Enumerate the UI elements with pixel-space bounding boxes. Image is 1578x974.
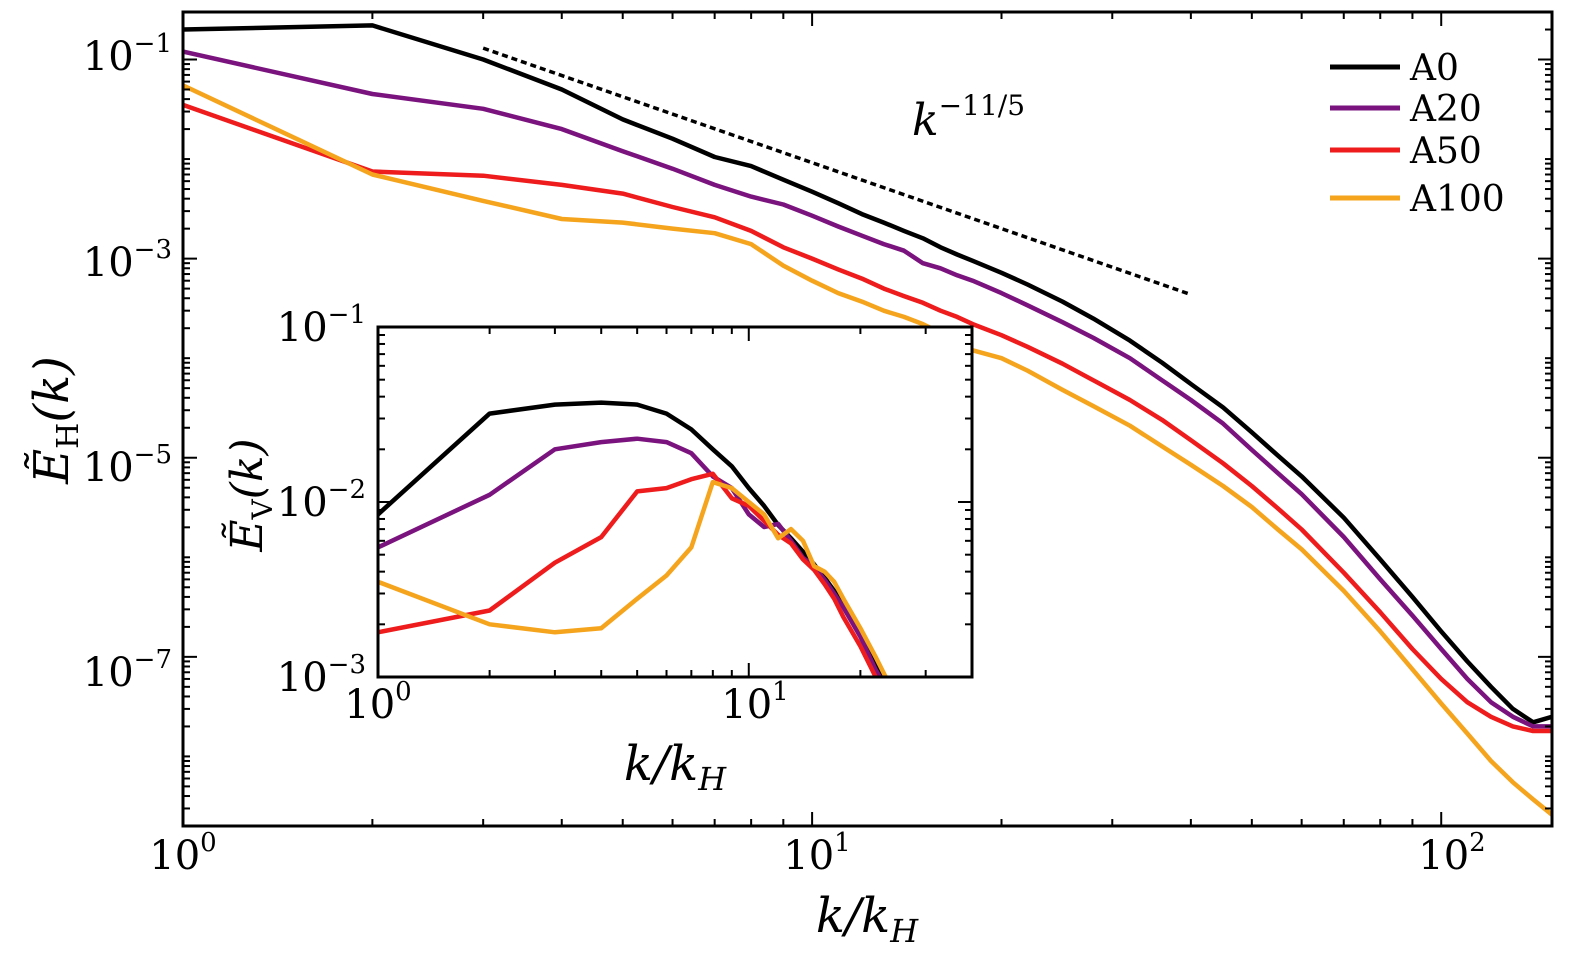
inset-ticks-group bbox=[377, 327, 973, 678]
main-ytick-label-1: 10−3 bbox=[83, 235, 172, 286]
main-series-line-a0 bbox=[183, 23, 1552, 725]
main-ytick-label-0: 10−1 bbox=[83, 29, 172, 80]
main-y-axis-title: ẼH(k) bbox=[23, 356, 86, 485]
legend-label-a20: A20 bbox=[1409, 89, 1482, 130]
inset-series-line-a50 bbox=[378, 471, 879, 677]
main-x-axis-title: k/kH bbox=[816, 888, 919, 950]
main-series-line-a20 bbox=[183, 49, 1552, 729]
inset-ytick-label-2: 10−3 bbox=[277, 650, 366, 701]
inset-ytick-label-1: 10−2 bbox=[277, 475, 366, 526]
main-xtick-label-1: 101 bbox=[783, 828, 850, 879]
legend: A0 A20 A50 A100 bbox=[1330, 48, 1505, 220]
legend-label-a100: A100 bbox=[1409, 179, 1505, 220]
main-plot-frame bbox=[181, 10, 1554, 828]
main-series-line-a100 bbox=[183, 83, 1552, 817]
inset-ytick-label-0: 10−1 bbox=[277, 300, 366, 351]
main-ytick-label-3: 10−7 bbox=[83, 645, 172, 696]
legend-label-a0: A0 bbox=[1409, 48, 1459, 89]
reference-slope-label: k−11/5 bbox=[912, 89, 1025, 146]
inset-xtick-label-0: 100 bbox=[344, 677, 411, 728]
main-chart: k−11/5 100 101 102 10−1 10−3 10−5 10−7 k… bbox=[23, 10, 1554, 950]
main-series-line-a50 bbox=[183, 102, 1552, 734]
inset-chart: 100 101 10−1 10−2 10−3 k/kH ẼV(k) bbox=[220, 300, 974, 798]
inset-series-group bbox=[378, 400, 889, 677]
inset-xtick-label-1: 101 bbox=[721, 677, 788, 728]
main-ticks-group bbox=[182, 11, 1552, 827]
legend-label-a50: A50 bbox=[1409, 131, 1482, 172]
inset-series-line-a20 bbox=[378, 436, 883, 677]
inset-series-line-a100 bbox=[378, 479, 889, 677]
main-series-group bbox=[183, 23, 1552, 817]
reference-slope-line bbox=[482, 46, 1192, 297]
inset-background bbox=[378, 327, 972, 677]
inset-y-axis-title: ẼV(k) bbox=[220, 438, 279, 552]
main-ytick-label-2: 10−5 bbox=[83, 440, 172, 491]
inset-x-axis-title: k/kH bbox=[624, 736, 727, 798]
main-xtick-label-2: 102 bbox=[1418, 828, 1485, 879]
reference-slope-group: k−11/5 bbox=[482, 46, 1192, 297]
main-xtick-label-0: 100 bbox=[149, 828, 216, 879]
